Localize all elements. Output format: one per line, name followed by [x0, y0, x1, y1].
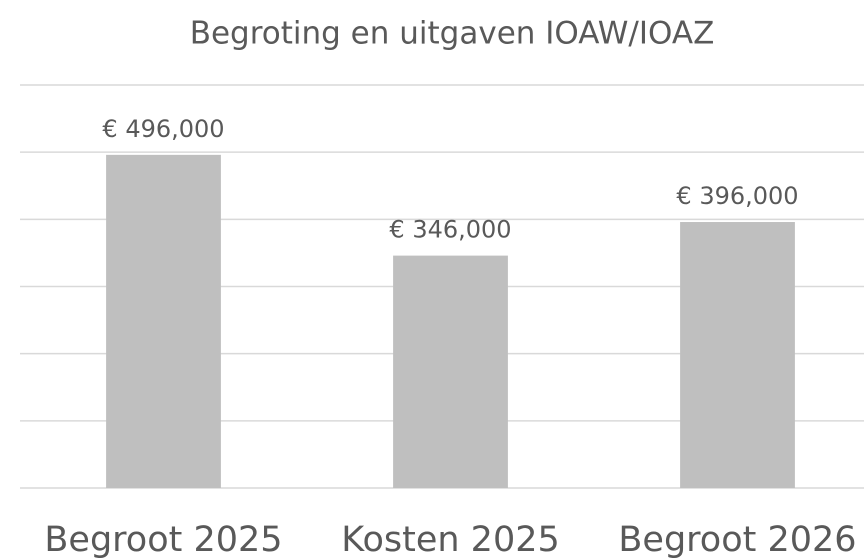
data-label: € 346,000 — [389, 216, 511, 244]
chart-title: Begroting en uitgaven IOAW/IOAZ — [190, 16, 715, 52]
bar — [680, 222, 795, 488]
bar — [393, 255, 508, 488]
data-label: € 496,000 — [102, 115, 224, 143]
data-label: € 396,000 — [676, 182, 798, 210]
bar — [106, 154, 221, 488]
x-tick-label: Begroot 2026 — [618, 520, 856, 560]
x-tick-label: Begroot 2025 — [44, 520, 282, 560]
x-tick-label: Kosten 2025 — [341, 520, 560, 560]
